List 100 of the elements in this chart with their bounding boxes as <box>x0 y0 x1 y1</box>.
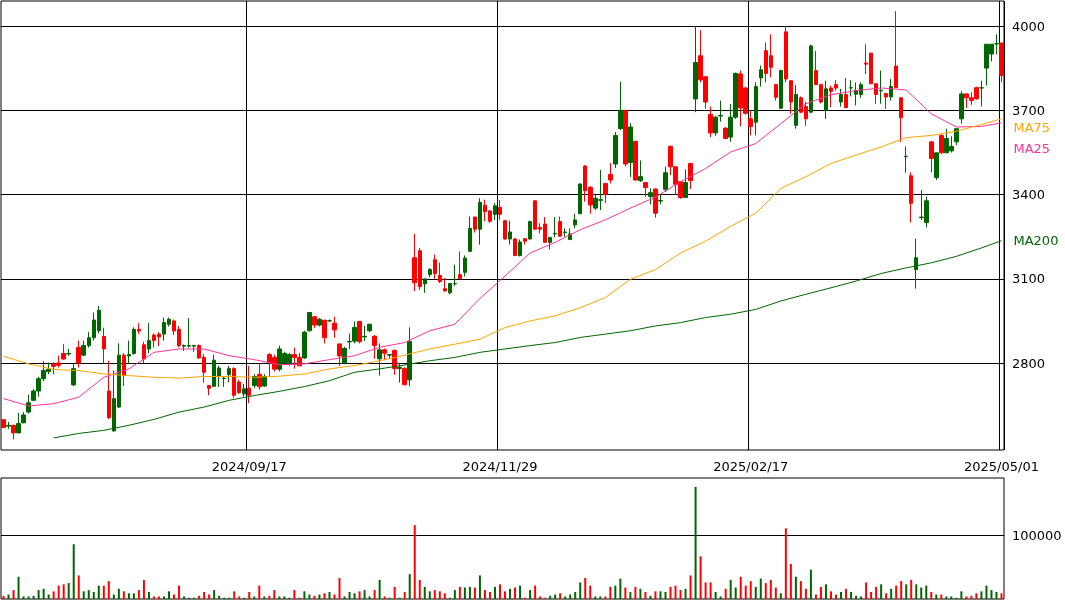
candlestick <box>327 319 332 323</box>
bar <box>117 588 120 599</box>
candlestick <box>824 80 828 120</box>
bar <box>358 591 361 599</box>
candlestick <box>904 145 908 174</box>
bar <box>895 585 898 599</box>
candlestick <box>663 166 668 193</box>
bar <box>960 591 963 599</box>
candlestick <box>939 133 944 155</box>
bar <box>915 584 918 599</box>
bar <box>804 588 807 599</box>
candlestick <box>76 340 81 368</box>
candlestick <box>503 219 507 241</box>
bar <box>183 596 186 599</box>
bar <box>77 575 80 599</box>
x-tick-label: 2024/09/17 <box>211 459 287 474</box>
bar <box>559 593 562 599</box>
candlestick <box>342 346 347 365</box>
bar <box>619 578 622 599</box>
candlestick <box>718 100 723 123</box>
candlestick <box>849 79 853 97</box>
y-tick-label: 2800 <box>1012 355 1046 371</box>
bar <box>263 596 266 599</box>
bar <box>178 585 181 599</box>
candlestick <box>979 80 984 108</box>
bar <box>990 590 993 599</box>
bar <box>338 577 341 599</box>
bar <box>809 569 812 599</box>
bar <box>32 595 35 599</box>
x-tick-label: 2025/05/01 <box>964 459 1039 474</box>
bar <box>453 590 456 599</box>
bar <box>885 593 888 599</box>
x-tick-label: 2025/02/17 <box>713 459 789 474</box>
bar <box>829 591 832 599</box>
bar <box>579 582 582 599</box>
line-series <box>53 240 1002 439</box>
y-tick-label: 100000 <box>1012 527 1062 543</box>
bar <box>689 575 692 599</box>
candlestick <box>794 84 798 130</box>
bar <box>458 586 461 599</box>
bar <box>423 586 426 599</box>
candlestick <box>809 44 813 114</box>
candlestick <box>61 343 66 361</box>
candlestick <box>784 25 788 83</box>
bar <box>749 581 752 599</box>
bar <box>985 585 988 599</box>
bar <box>438 591 441 599</box>
bar <box>504 591 507 599</box>
candlestick <box>478 197 482 246</box>
candlestick <box>693 25 698 113</box>
bar <box>368 596 371 599</box>
candlestick <box>774 83 778 102</box>
bar <box>584 577 587 599</box>
bar <box>679 590 682 599</box>
candlestick <box>929 140 934 173</box>
bar <box>493 586 496 599</box>
candlestick <box>242 383 246 398</box>
bar <box>323 593 326 599</box>
bar <box>273 590 276 599</box>
bar <box>744 585 747 599</box>
bar <box>624 587 627 599</box>
bar <box>694 486 697 599</box>
bar <box>980 591 983 599</box>
bar <box>383 596 386 599</box>
bar <box>363 590 366 599</box>
bar <box>87 590 90 599</box>
candlestick <box>16 412 21 434</box>
bar <box>900 581 903 599</box>
bar <box>378 579 381 599</box>
candlestick <box>573 213 577 229</box>
bar <box>850 591 853 599</box>
bar <box>789 563 792 599</box>
candlestick <box>402 366 407 386</box>
bar <box>102 585 105 599</box>
candlestick <box>548 236 552 250</box>
bar <box>574 591 577 599</box>
candlestick <box>443 277 447 292</box>
candlestick <box>127 340 131 365</box>
candlestick <box>759 65 763 88</box>
bar <box>589 585 592 599</box>
candlestick <box>518 239 522 257</box>
bar <box>57 585 60 599</box>
bar <box>840 591 843 599</box>
candlestick <box>839 88 843 108</box>
bar <box>463 587 466 599</box>
bar <box>539 596 542 599</box>
series-label: MA75 <box>1013 120 1051 136</box>
candlestick <box>71 363 76 387</box>
candlestick <box>999 42 1004 83</box>
candlestick <box>107 360 111 420</box>
candlestick <box>683 168 688 199</box>
candlestick <box>463 255 467 278</box>
candlestick <box>302 330 307 360</box>
bar <box>92 591 95 599</box>
candlestick <box>844 77 848 109</box>
bar <box>283 596 286 599</box>
bar <box>529 590 532 599</box>
bar <box>875 586 878 599</box>
candlestick <box>558 216 562 238</box>
bar <box>564 596 567 599</box>
